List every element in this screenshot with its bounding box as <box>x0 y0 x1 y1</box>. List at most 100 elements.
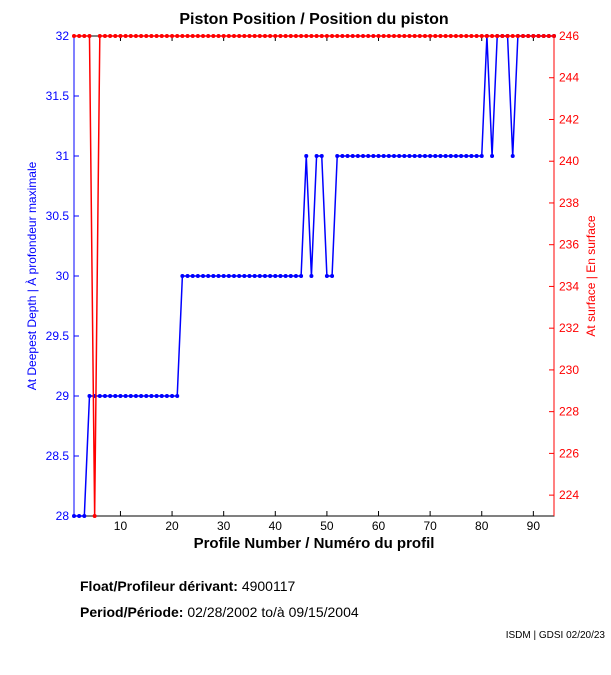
series-left-point <box>175 394 180 398</box>
series-right-point <box>190 34 195 38</box>
series-left-point <box>288 274 293 278</box>
series-left-point <box>154 394 159 398</box>
series-left-point <box>257 274 262 278</box>
series-left-point <box>226 274 231 278</box>
series-right-point <box>541 34 546 38</box>
series-right-point <box>407 34 412 38</box>
series-left-point <box>361 154 366 158</box>
series-left-point <box>149 394 154 398</box>
series-left-point <box>402 154 407 158</box>
series-left-point <box>464 154 469 158</box>
series-left-point <box>433 154 438 158</box>
series-left-point <box>345 154 350 158</box>
series-right-point <box>324 34 329 38</box>
series-right-point <box>335 34 340 38</box>
series-right-point <box>330 34 335 38</box>
series-left-point <box>366 154 371 158</box>
series-left-point <box>97 394 102 398</box>
series-right-point <box>87 34 92 38</box>
series-left-line <box>74 35 554 517</box>
series-right-point <box>531 34 536 38</box>
series-left-point <box>221 274 226 278</box>
series-right-point <box>469 34 474 38</box>
series-right-point <box>118 34 123 38</box>
period-end: 09/15/2004 <box>288 604 359 620</box>
series-left-point <box>82 514 87 518</box>
y-right-tick-label: 228 <box>559 405 579 419</box>
period-info: Period/Période: 02/28/2002 to/à 09/15/20… <box>80 604 359 620</box>
series-right-point <box>154 34 159 38</box>
series-left-point <box>185 274 190 278</box>
series-left-point <box>314 154 319 158</box>
series-right-point <box>552 34 556 38</box>
series-left-point <box>438 154 443 158</box>
series-right-point <box>340 34 345 38</box>
plot-area <box>73 35 555 517</box>
y-left-tick-label: 28 <box>56 509 70 523</box>
series-right-point <box>211 34 216 38</box>
series-left-point <box>443 154 448 158</box>
series-right-point <box>438 34 443 38</box>
series-right-point <box>195 34 200 38</box>
series-right-point <box>443 34 448 38</box>
series-right-point <box>371 34 376 38</box>
series-left-point <box>479 154 484 158</box>
series-right-point <box>386 34 391 38</box>
series-right-point <box>314 34 319 38</box>
series-right-point <box>536 34 541 38</box>
series-right-point <box>546 34 551 38</box>
float-info: Float/Profileur dérivant: 4900117 <box>80 578 295 594</box>
y-axis-left-label: At Deepest Depth | À profondeur maximale <box>24 161 39 390</box>
y-left-tick-label: 28.5 <box>46 449 70 463</box>
series-right-point <box>77 34 82 38</box>
series-right-point <box>144 34 149 38</box>
series-left-point <box>309 274 314 278</box>
y-right-tick-label: 236 <box>559 238 579 252</box>
series-right-point <box>428 34 433 38</box>
y-right-tick-label: 224 <box>559 488 579 502</box>
series-right-point <box>82 34 87 38</box>
series-left-point <box>252 274 257 278</box>
series-right-point <box>252 34 257 38</box>
series-left-point <box>459 154 464 158</box>
series-left-point <box>268 274 273 278</box>
series-right-point <box>257 34 262 38</box>
series-right-point <box>474 34 479 38</box>
series-right-point <box>521 34 526 38</box>
series-left-point <box>262 274 267 278</box>
series-left-point <box>72 514 76 518</box>
series-right-point <box>526 34 531 38</box>
series-left-point <box>428 154 433 158</box>
series-left-point <box>299 274 304 278</box>
series-right-point <box>309 34 314 38</box>
series-left-point <box>381 154 386 158</box>
series-left-point <box>453 154 458 158</box>
series-left-point <box>128 394 133 398</box>
series-left-point <box>324 274 329 278</box>
y-right-tick-label: 232 <box>559 321 579 335</box>
series-right-point <box>273 34 278 38</box>
period-label: Period/Période: <box>80 604 184 620</box>
series-left-point <box>469 154 474 158</box>
series-right-point <box>242 34 247 38</box>
series-left-point <box>407 154 412 158</box>
series-right-point <box>180 34 185 38</box>
series-right-point <box>484 34 489 38</box>
y-left-tick-label: 31 <box>56 149 70 163</box>
series-right-point <box>490 34 495 38</box>
series-right-point <box>500 34 505 38</box>
series-left-point <box>417 154 422 158</box>
series-right-point <box>159 34 164 38</box>
series-right-point <box>392 34 396 38</box>
series-left-point <box>397 154 402 158</box>
y-right-tick-label: 238 <box>559 196 579 210</box>
y-left-tick-label: 31.5 <box>46 89 70 103</box>
y-left-tick-label: 29.5 <box>46 329 70 343</box>
series-right-point <box>262 34 267 38</box>
series-right-point <box>397 34 402 38</box>
series-right-point <box>299 34 304 38</box>
series-right-point <box>510 34 515 38</box>
series-right-point <box>201 34 206 38</box>
series-left-point <box>242 274 247 278</box>
series-left-point <box>283 274 288 278</box>
